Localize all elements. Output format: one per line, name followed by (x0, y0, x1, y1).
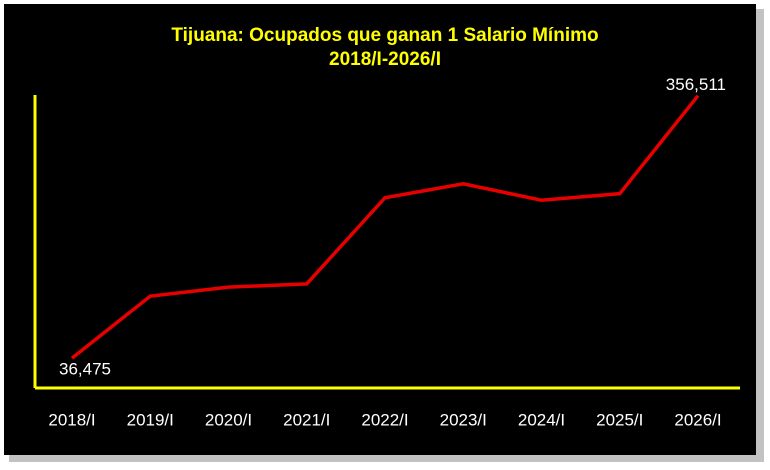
x-tick-label: 2018/I (48, 410, 95, 429)
x-tick-label: 2019/I (127, 410, 174, 429)
chart-subtitle: 2018/I-2026/I (329, 49, 441, 70)
chart-title: Tijuana: Ocupados que ganan 1 Salario Mí… (171, 25, 598, 46)
x-tick-label: 2024/I (518, 410, 565, 429)
chart-background (4, 4, 756, 455)
x-tick-label: 2026/I (674, 410, 721, 429)
data-label: 356,511 (666, 75, 726, 94)
x-tick-label: 2023/I (440, 410, 487, 429)
x-tick-label: 2020/I (205, 410, 252, 429)
x-tick-label: 2022/I (361, 410, 408, 429)
x-tick-label: 2025/I (596, 410, 643, 429)
data-line (70, 94, 700, 360)
x-tick-label: 2021/I (283, 410, 330, 429)
data-label: 36,475 (59, 360, 111, 379)
